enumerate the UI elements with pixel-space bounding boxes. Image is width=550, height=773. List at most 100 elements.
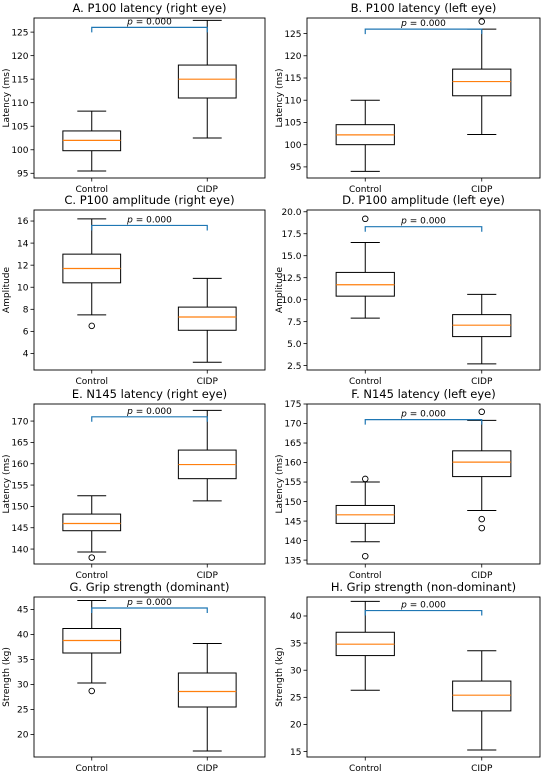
p-symbol: p [400, 601, 407, 611]
y-axis-label: Latency (ms) [275, 69, 285, 128]
y-tick-label: 120 [11, 52, 28, 62]
p-value: = 0.000 [407, 217, 446, 227]
y-tick-label: 17.5 [281, 230, 301, 240]
y-tick-label: 175 [284, 400, 301, 410]
y-tick-label: 16 [17, 217, 29, 227]
outlier-point [362, 552, 369, 560]
x-tick-label: Control [349, 571, 382, 581]
axes-frame [33, 17, 266, 179]
y-tick-label: 135 [284, 556, 301, 566]
p-value: = 0.000 [407, 410, 446, 420]
x-tick-label: Control [349, 185, 382, 195]
y-tick-label: 110 [284, 96, 301, 106]
outlier-point [88, 322, 95, 330]
y-tick-label: 2.5 [287, 362, 301, 372]
y-tick-label: 115 [284, 74, 301, 84]
panel-title: A. P100 latency (right eye) [72, 1, 226, 15]
y-tick-label: 10 [17, 283, 29, 293]
y-tick-label: 5.0 [287, 340, 302, 350]
outlier-point [362, 475, 369, 483]
y-tick-label: 95 [290, 163, 301, 173]
box-cidp [177, 409, 237, 502]
y-tick-label: 15 [290, 748, 301, 758]
box-control [62, 110, 122, 172]
box-control [335, 99, 395, 172]
y-tick-label: 25 [17, 706, 28, 716]
y-tick-label: 30 [17, 681, 29, 691]
x-tick-label: CIDP [471, 377, 493, 387]
p-symbol: p [400, 217, 407, 227]
y-tick-label: 20.0 [281, 208, 301, 218]
y-tick-label: 100 [11, 146, 28, 156]
y-tick-label: 150 [284, 498, 301, 508]
p-value: = 0.000 [407, 19, 446, 29]
y-tick-label: 105 [11, 122, 28, 132]
significance-bracket [91, 26, 208, 33]
y-tick-label: 125 [11, 28, 28, 38]
x-tick-label: Control [349, 377, 382, 387]
x-tick-label: Control [75, 377, 108, 387]
significance-bracket [364, 226, 483, 232]
box-iqr [62, 513, 122, 532]
axes-frame [33, 403, 266, 565]
outlier-point [478, 18, 486, 25]
y-tick-label: 165 [11, 439, 28, 449]
x-tick-label: CIDP [471, 571, 493, 581]
panel-title: E. N145 latency (right eye) [72, 387, 227, 401]
y-tick-label: 7.5 [287, 318, 301, 328]
y-axis-label: Latency (ms) [2, 69, 12, 128]
box-iqr [452, 68, 512, 97]
y-tick-label: 15.0 [281, 252, 301, 262]
p-value: = 0.000 [407, 601, 446, 611]
y-axis-label: Strength (kg) [275, 647, 285, 707]
x-tick-label: CIDP [197, 571, 219, 581]
y-tick-label: 160 [11, 460, 28, 470]
axes-frame [306, 209, 541, 371]
significance-bracket [91, 416, 208, 422]
axes-frame [306, 403, 541, 565]
y-tick-label: 150 [11, 503, 28, 513]
p-symbol: p [126, 17, 133, 27]
y-tick-label: 170 [284, 420, 301, 430]
p-value-label: p = 0.000 [400, 217, 446, 227]
y-tick-label: 35 [290, 639, 301, 649]
p-value-label: p = 0.000 [400, 601, 446, 611]
y-tick-label: 40 [290, 612, 302, 622]
box-cidp [452, 650, 512, 751]
significance-bracket [364, 609, 483, 616]
axes-frame [33, 209, 266, 371]
y-tick-label: 14 [17, 239, 29, 249]
x-tick-label: Control [349, 764, 382, 773]
y-axis-label: Amplitude [275, 266, 285, 313]
significance-bracket [364, 419, 483, 425]
p-value-label: p = 0.000 [126, 215, 172, 225]
y-tick-label: 145 [284, 517, 301, 527]
x-tick-label: CIDP [471, 764, 493, 773]
y-tick-label: 4 [23, 350, 29, 360]
y-tick-label: 12 [17, 261, 28, 271]
p-value-label: p = 0.000 [400, 19, 446, 29]
significance-bracket [91, 607, 208, 613]
outlier-point [478, 524, 486, 532]
y-tick-label: 170 [11, 417, 28, 427]
box-iqr [177, 672, 237, 708]
y-axis-label: Latency (ms) [275, 455, 285, 514]
panel-title: D. P100 amplitude (left eye) [342, 193, 505, 207]
axes-frame [306, 596, 541, 758]
panel-title: F. N145 latency (left eye) [351, 387, 495, 401]
y-tick-label: 20 [290, 721, 302, 731]
x-tick-label: CIDP [197, 377, 219, 387]
y-tick-label: 8 [23, 306, 29, 316]
axes-frame [33, 596, 266, 758]
box-cidp [452, 408, 512, 532]
panel-4: D. P100 amplitude (left eye) Amplitude 2.5… [275, 193, 541, 387]
outlier-point [478, 515, 486, 523]
p-value: = 0.000 [133, 17, 172, 27]
box-cidp [177, 277, 237, 363]
x-tick-label: Control [75, 185, 108, 195]
p-value-label: p = 0.000 [400, 410, 446, 420]
y-tick-label: 160 [284, 459, 301, 469]
x-tick-label: Control [75, 764, 108, 773]
outlier-point [478, 408, 486, 416]
p-value-label: p = 0.000 [126, 17, 172, 27]
